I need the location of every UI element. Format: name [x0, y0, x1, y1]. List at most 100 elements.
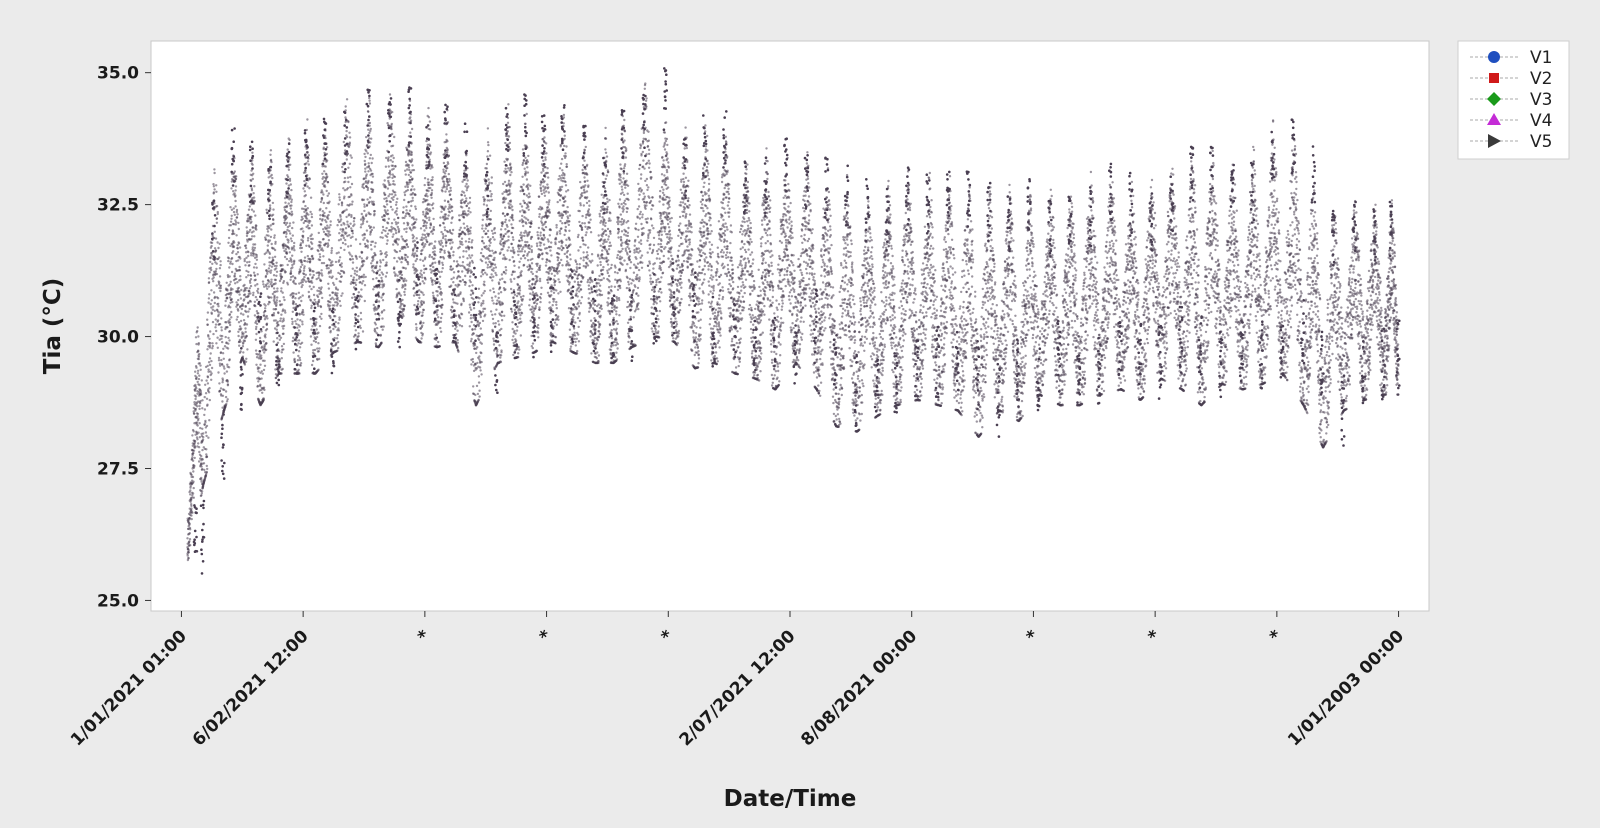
- data-point: [362, 198, 366, 201]
- data-point: [421, 233, 424, 236]
- data-point: [325, 207, 328, 210]
- data-point: [404, 258, 407, 261]
- data-point: [408, 168, 411, 172]
- data-point: [504, 266, 507, 269]
- data-point: [388, 171, 392, 174]
- data-point: [196, 424, 199, 427]
- data-point: [345, 126, 349, 129]
- data-point: [490, 229, 494, 232]
- data-point: [360, 251, 364, 254]
- data-point: [500, 243, 503, 246]
- data-point: [442, 257, 446, 260]
- data-point: [384, 229, 387, 233]
- data-point: [265, 285, 268, 288]
- data-point: [462, 191, 466, 194]
- data-point: [267, 270, 271, 273]
- data-point: [484, 261, 488, 264]
- data-point: [338, 256, 342, 259]
- data-point: [302, 187, 305, 190]
- data-point: [424, 236, 428, 239]
- data-point: [389, 205, 393, 209]
- data-point: [254, 214, 257, 217]
- data-point: [379, 333, 382, 337]
- data-point: [293, 249, 296, 252]
- data-point: [510, 171, 513, 174]
- data-point: [409, 87, 413, 90]
- data-point: [405, 227, 408, 230]
- data-point: [239, 297, 243, 300]
- data-point: [358, 255, 361, 258]
- data-point: [427, 156, 430, 159]
- data-point: [418, 296, 421, 300]
- data-point: [371, 188, 375, 192]
- data-point: [243, 258, 246, 261]
- data-point: [479, 327, 482, 330]
- data-point: [217, 313, 220, 316]
- data-point: [239, 365, 243, 369]
- data-point: [271, 201, 275, 205]
- data-point: [263, 318, 267, 321]
- data-point: [227, 336, 230, 340]
- data-point: [494, 266, 498, 269]
- data-point: [367, 179, 370, 183]
- data-point: [210, 244, 213, 248]
- data-point: [450, 221, 453, 224]
- data-point: [273, 248, 277, 252]
- data-point: [500, 233, 503, 236]
- data-point: [330, 342, 333, 346]
- data-point: [253, 274, 257, 277]
- data-point: [193, 550, 197, 553]
- data-point: [273, 255, 277, 258]
- data-point: [449, 189, 452, 192]
- data-point: [237, 227, 240, 231]
- data-point: [303, 190, 306, 193]
- data-point: [431, 176, 434, 179]
- data-point: [482, 255, 485, 258]
- data-point: [452, 254, 455, 257]
- data-point: [477, 375, 481, 378]
- data-point: [230, 187, 233, 190]
- data-point: [226, 398, 229, 401]
- data-point: [339, 218, 343, 221]
- data-point: [476, 392, 480, 396]
- data-point: [323, 120, 326, 124]
- data-point: [370, 161, 373, 165]
- data-point: [439, 326, 442, 330]
- data-point: [441, 190, 444, 193]
- data-point: [367, 162, 370, 165]
- data-point: [509, 278, 512, 281]
- data-point: [343, 137, 347, 140]
- data-point: [499, 333, 502, 337]
- data-point: [274, 282, 277, 285]
- data-point: [469, 229, 472, 233]
- data-point: [225, 400, 229, 403]
- data-point: [278, 279, 282, 283]
- data-point: [370, 137, 373, 140]
- data-point: [307, 278, 310, 281]
- data-point: [209, 352, 212, 355]
- data-point: [236, 213, 239, 216]
- data-point: [336, 292, 339, 295]
- data-point: [422, 264, 426, 267]
- data-point: [354, 313, 357, 316]
- data-point: [353, 324, 356, 328]
- data-point: [301, 241, 305, 244]
- data-point: [379, 261, 382, 264]
- data-point: [275, 359, 278, 363]
- data-point: [303, 265, 306, 268]
- data-point: [345, 129, 348, 133]
- data-point: [505, 257, 508, 261]
- data-point: [201, 538, 204, 541]
- data-point: [263, 314, 266, 317]
- data-point: [311, 359, 315, 363]
- data-point: [291, 212, 294, 216]
- data-point: [432, 228, 436, 232]
- data-point: [199, 364, 202, 367]
- data-point: [285, 190, 288, 194]
- data-point: [339, 215, 342, 218]
- data-point: [196, 326, 199, 329]
- data-point: [193, 412, 196, 415]
- data-point: [480, 342, 483, 345]
- data-point: [218, 389, 222, 392]
- data-point: [294, 297, 297, 300]
